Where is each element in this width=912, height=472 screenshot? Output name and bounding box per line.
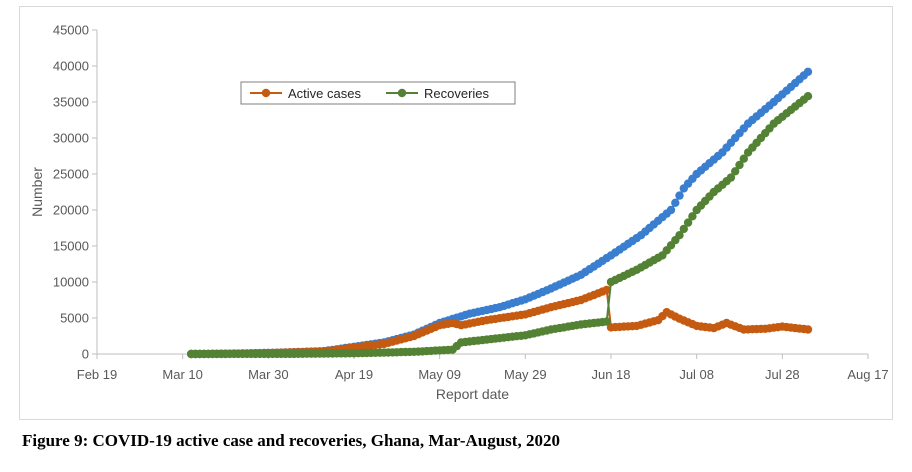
axes: 0 5000 10000 15000 20000 25000 30000 35000 40000… (29, 23, 889, 403)
chart-frame: 0 5000 10000 15000 20000 25000 30000 35000 40000… (19, 6, 893, 420)
data-point (803, 325, 813, 334)
y-tick-label: 0 (82, 347, 89, 362)
data-point (726, 173, 736, 182)
y-tick-label: 5000 (60, 311, 89, 326)
x-tick-label: Apr 19 (335, 367, 373, 382)
x-tick-label: Jul 28 (765, 367, 800, 382)
data-point (671, 198, 680, 207)
y-tick-label: 15000 (53, 239, 89, 254)
data-point (675, 191, 684, 200)
legend: Active cases Recoveries (240, 81, 516, 105)
y-tick-label: 30000 (53, 131, 89, 146)
x-tick-label: May 09 (418, 367, 461, 382)
x-tick-label: Mar 10 (162, 367, 202, 382)
data-point (739, 154, 748, 163)
data-point (602, 285, 611, 295)
chart-svg: 0 5000 10000 15000 20000 25000 30000 35000 40000… (29, 23, 889, 403)
data-point (675, 231, 684, 240)
legend-swatch-marker (397, 88, 407, 98)
data-point (731, 167, 740, 176)
x-tick-label: Jul 08 (679, 367, 714, 382)
y-tick-label: 40000 (53, 59, 89, 74)
data-point (683, 218, 693, 227)
x-tick-label: Jun 18 (591, 367, 630, 382)
series-2 (187, 285, 813, 359)
x-axis-title: Report date (436, 386, 509, 402)
data-point (688, 212, 697, 221)
data-point (679, 224, 688, 234)
figure-caption: Figure 9: COVID-19 active case and recov… (22, 431, 560, 450)
plot-area (187, 67, 813, 359)
y-tick-label: 10000 (53, 275, 89, 290)
legend-label: Active cases (288, 86, 361, 101)
data-point (735, 160, 744, 170)
x-tick-label: Feb 19 (77, 367, 117, 382)
y-tick-label: 35000 (53, 95, 89, 110)
legend-swatch-marker (261, 88, 271, 98)
x-tick-label: Aug 17 (847, 367, 888, 382)
x-tick-label: May 29 (504, 367, 547, 382)
x-tick-label: Mar 30 (248, 367, 288, 382)
series-line (191, 71, 809, 355)
y-axis-title: Number (29, 167, 45, 217)
data-point (803, 67, 813, 76)
data-point (803, 92, 813, 101)
data-point (602, 317, 611, 326)
legend-box (240, 81, 516, 105)
legend-label: Recoveries (424, 86, 490, 101)
y-tick-label: 45000 (53, 23, 89, 38)
series-3 (187, 92, 813, 359)
y-tick-label: 25000 (53, 167, 89, 182)
y-tick-label: 20000 (53, 203, 89, 218)
data-point (666, 205, 676, 215)
